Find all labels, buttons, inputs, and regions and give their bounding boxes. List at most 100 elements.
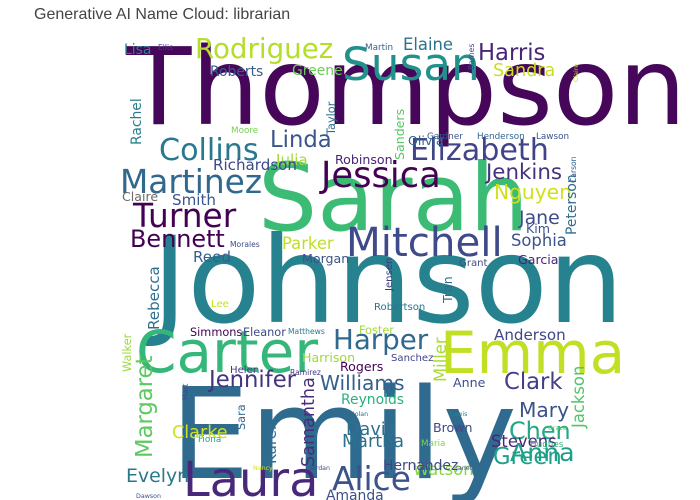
cloud-word-eleanor: Eleanor — [243, 326, 286, 339]
cloud-word-janet: Janet — [455, 465, 473, 472]
cloud-word-margaret: Margaret — [132, 356, 158, 458]
cloud-word-harris: Harris — [478, 40, 545, 66]
cloud-word-fiona: Fiona — [198, 435, 221, 445]
cloud-word-jennifer: Jennifer — [207, 367, 297, 393]
cloud-word-hart: Hart — [181, 384, 190, 400]
cloud-word-sara: Sara — [235, 404, 248, 430]
cloud-word-parker: Parker — [282, 234, 334, 253]
cloud-word-matthews: Matthews — [288, 327, 325, 336]
cloud-word-grace: Grace — [548, 425, 567, 432]
cloud-word-moore: Moore — [231, 126, 258, 136]
cloud-word-brown: Brown — [433, 420, 473, 435]
cloud-word-ramirez: Ramirez — [290, 368, 321, 377]
cloud-word-claire: Claire — [573, 64, 580, 82]
cloud-word-maria: Maria — [421, 439, 445, 449]
cloud-word-lee: Lee — [211, 299, 229, 310]
cloud-word-johnson: Johnson — [145, 212, 624, 351]
cloud-word-carson: Carson — [569, 156, 578, 183]
cloud-word-sandra: Sandra — [493, 61, 555, 81]
cloud-word-mary: Mary — [519, 398, 569, 422]
cloud-word-reed: Reed — [193, 248, 231, 266]
cloud-word-rogers: Rogers — [340, 359, 383, 374]
cloud-word-clarke: Clarke — [172, 423, 228, 443]
cloud-word-julia: Julia — [275, 151, 308, 169]
cloud-word-jane: Jane — [518, 207, 560, 229]
cloud-word-jessica: Jessica — [319, 155, 441, 196]
cloud-word-lewis: Lewis — [450, 411, 467, 418]
cloud-word-walker: Walker — [121, 333, 134, 372]
cloud-word-robertson: Robertson — [374, 302, 425, 313]
cloud-word-linda: Linda — [270, 127, 332, 153]
cloud-word-watson: Watson — [413, 460, 474, 479]
cloud-word-harrison: Harrison — [302, 350, 355, 365]
cloud-word-chen: Chen — [509, 417, 571, 445]
cloud-word-claire: Claire — [122, 189, 158, 204]
cloud-word-laura: Laura — [183, 453, 318, 500]
cloud-word-harper: Harper — [333, 323, 429, 356]
cloud-word-mitchell: Mitchell — [346, 219, 503, 266]
cloud-word-grant: Grant — [459, 258, 488, 269]
cloud-word-morales: Morales — [230, 240, 260, 249]
cloud-word-peterson: Peterson — [564, 174, 580, 235]
cloud-word-anne: Anne — [453, 375, 486, 390]
cloud-word-foster: Foster — [359, 324, 394, 337]
cloud-word-tran: Tran — [440, 276, 455, 304]
cloud-word-carter: Carter — [136, 318, 318, 386]
cloud-word-nolan: Nolan — [350, 411, 368, 418]
cloud-word-taylor: Taylor — [325, 101, 338, 136]
cloud-word-evelyn: Evelyn — [126, 465, 189, 487]
cloud-word-jordan: Jordan — [309, 465, 330, 472]
cloud-word-ellis: Ellis — [158, 43, 173, 52]
cloud-background — [121, 40, 581, 496]
cloud-word-anderson: Anderson — [494, 326, 566, 344]
cloud-word-alice: Alice — [332, 460, 411, 498]
cloud-word-elaine: Elaine — [403, 35, 453, 54]
cloud-word-garcia: Garcia — [518, 252, 559, 267]
cloud-word-davis: Davis — [346, 420, 395, 440]
chart-title: Generative AI Name Cloud: librarian — [34, 6, 291, 23]
cloud-word-clark: Clark — [504, 369, 563, 395]
cloud-word-robinson: Robinson — [335, 152, 393, 167]
cloud-word-henderson: Henderson — [477, 132, 525, 142]
cloud-word-anna: Anna — [510, 438, 575, 467]
cloud-word-amanda: Amanda — [326, 488, 384, 500]
cloud-word-martin: Martin — [365, 43, 393, 53]
cloud-word-emily: Emily — [170, 361, 517, 500]
cloud-word-barnes: Barnes — [467, 44, 476, 70]
cloud-word-turner: Turner — [132, 197, 237, 235]
cloud-word-lisa: Lisa — [124, 42, 151, 58]
cloud-word-jenkins: Jenkins — [484, 160, 562, 185]
cloud-word-rachel: Rachel — [129, 98, 145, 145]
cloud-word-gardner: Gardner — [427, 132, 463, 142]
cloud-word-bennett: Bennett — [130, 225, 225, 253]
cloud-word-smith: Smith — [172, 191, 216, 209]
cloud-word-greene: Greene — [292, 63, 343, 79]
cloud-word-miller: Miller — [431, 337, 450, 382]
cloud-word-thompson: Thompson — [125, 26, 686, 150]
cloud-word-sarah: Sarah — [258, 143, 529, 252]
cloud-word-helen: Helen — [230, 365, 259, 376]
cloud-word-susan: Susan — [342, 38, 480, 91]
cloud-word-martinez: Martinez — [120, 163, 262, 201]
cloud-word-jensen: Jensen — [384, 258, 395, 292]
cloud-word-stevens: Stevens — [491, 432, 557, 451]
cloud-word-reynolds: Reynolds — [341, 392, 404, 408]
cloud-word-collins: Collins — [159, 133, 259, 168]
cloud-word-williams: Williams — [320, 371, 405, 395]
cloud-word-lawson: Lawson — [536, 132, 569, 142]
cloud-word-jackson: Jackson — [569, 366, 588, 429]
cloud-word-simmons: Simmons — [190, 326, 242, 339]
cloud-word-hernandez: Hernandez — [383, 458, 458, 474]
cloud-word-nguyen: Nguyen — [494, 180, 572, 204]
cloud-word-rodriguez: Rodriguez — [195, 32, 333, 65]
cloud-word-sanders: Sanders — [392, 109, 407, 160]
cloud-word-martha: Martha — [342, 432, 404, 452]
cloud-word-olivia: Olivia — [408, 133, 444, 148]
cloud-word-samantha: Samantha — [299, 377, 319, 467]
cloud-word-sanchez: Sanchez — [391, 353, 433, 364]
cloud-word-hughes: Hughes — [530, 440, 564, 450]
cloud-word-karen: Karen — [262, 420, 280, 464]
cloud-word-emma: Emma — [440, 319, 625, 387]
cloud-word-rebecca: Rebecca — [145, 266, 163, 330]
